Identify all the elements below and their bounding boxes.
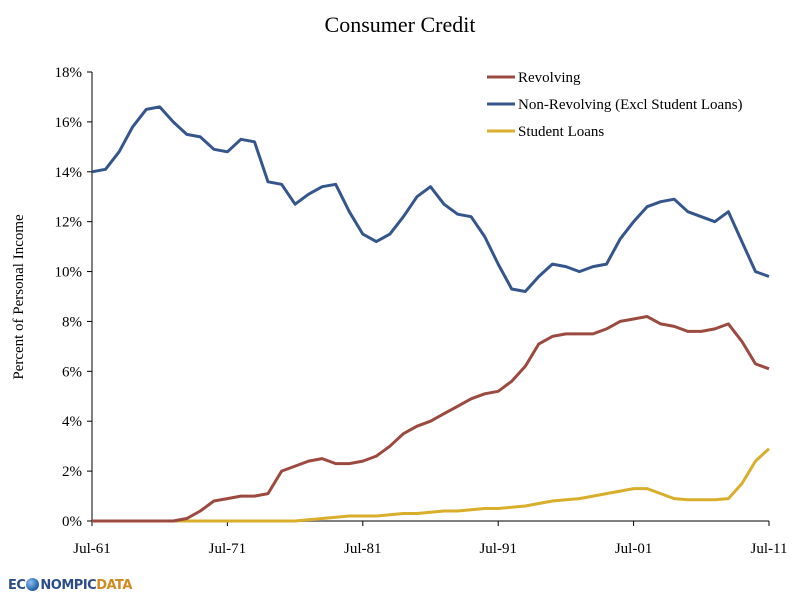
legend-label: Revolving [518, 70, 581, 86]
logo-text-ec: EC [8, 578, 26, 593]
y-tick-label: 2% [62, 464, 82, 480]
x-tick-label: Jul-81 [344, 541, 382, 557]
legend-label: Non-Revolving (Excl Student Loans) [518, 97, 743, 113]
y-tick-label: 4% [62, 414, 82, 430]
series-line-revolving [92, 315, 770, 523]
y-tick-label: 8% [62, 314, 82, 330]
logo-text-nompic: NOMPIC [40, 578, 97, 593]
y-tick-label: 6% [62, 364, 82, 380]
y-tick-label: 14% [55, 165, 83, 181]
globe-icon [26, 578, 40, 591]
y-tick-label: 0% [62, 514, 82, 530]
legend: Revolving Non-Revolving (Excl Student Loa… [487, 70, 743, 140]
y-tick-label: 16% [55, 115, 83, 131]
x-tick-label: Jul-11 [751, 541, 788, 557]
y-axis-title: Percent of Personal Income [11, 214, 27, 380]
logo-text-data: DATA [96, 578, 132, 593]
x-tick-label: Jul-71 [209, 541, 247, 557]
economicdata-logo: EC NOMPICDATA [8, 578, 132, 593]
chart-title: Consumer Credit [324, 12, 476, 37]
series-line-student-loans [92, 447, 771, 523]
x-tick-label: Jul-91 [479, 541, 517, 557]
y-tick-label: 12% [55, 215, 83, 231]
y-tick-label: 10% [55, 265, 83, 281]
axes: 0% 2% 4% 6% 8% 10% 12% 14% 16% 18% Jul-61 Jul-71 Jul… [55, 65, 788, 557]
y-tick-label: 18% [55, 65, 83, 81]
x-tick-label: Jul-01 [615, 541, 653, 557]
x-tick-label: Jul-61 [73, 541, 111, 557]
series-lines [91, 105, 771, 523]
legend-label: Student Loans [518, 124, 604, 140]
series-line-non-revolving-excl-student-loans [91, 105, 770, 293]
